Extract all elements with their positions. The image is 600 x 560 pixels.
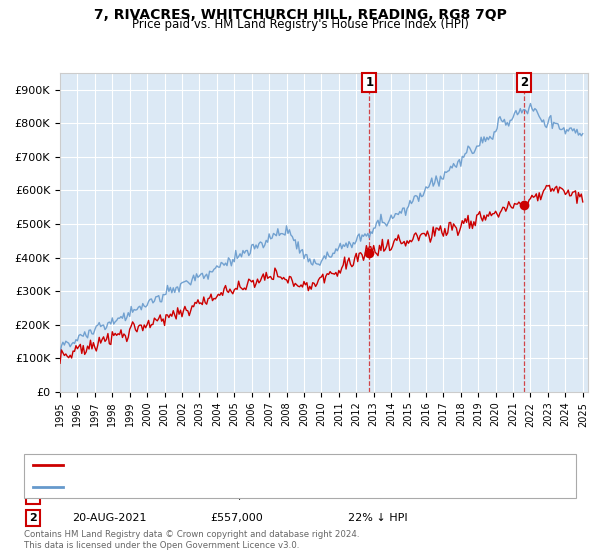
Text: 2: 2 <box>520 76 528 90</box>
Text: 7, RIVACRES, WHITCHURCH HILL, READING, RG8 7QP: 7, RIVACRES, WHITCHURCH HILL, READING, R… <box>94 8 506 22</box>
Text: 7, RIVACRES, WHITCHURCH HILL, READING, RG8 7QP (detached house): 7, RIVACRES, WHITCHURCH HILL, READING, R… <box>69 460 439 470</box>
Text: Contains HM Land Registry data © Crown copyright and database right 2024.: Contains HM Land Registry data © Crown c… <box>24 530 359 539</box>
Text: 01-OCT-2012: 01-OCT-2012 <box>72 491 145 501</box>
Text: 20-AUG-2021: 20-AUG-2021 <box>72 513 146 523</box>
Text: 22% ↓ HPI: 22% ↓ HPI <box>348 513 407 523</box>
Text: 1: 1 <box>365 76 373 90</box>
Text: £557,000: £557,000 <box>210 513 263 523</box>
Text: 14% ↓ HPI: 14% ↓ HPI <box>348 491 407 501</box>
Text: 2: 2 <box>29 513 37 523</box>
Text: HPI: Average price, detached house, South Oxfordshire: HPI: Average price, detached house, Sout… <box>69 482 356 492</box>
Text: £415,000: £415,000 <box>210 491 263 501</box>
Text: Price paid vs. HM Land Registry's House Price Index (HPI): Price paid vs. HM Land Registry's House … <box>131 18 469 31</box>
Text: This data is licensed under the Open Government Licence v3.0.: This data is licensed under the Open Gov… <box>24 541 299 550</box>
Text: 1: 1 <box>29 491 37 501</box>
